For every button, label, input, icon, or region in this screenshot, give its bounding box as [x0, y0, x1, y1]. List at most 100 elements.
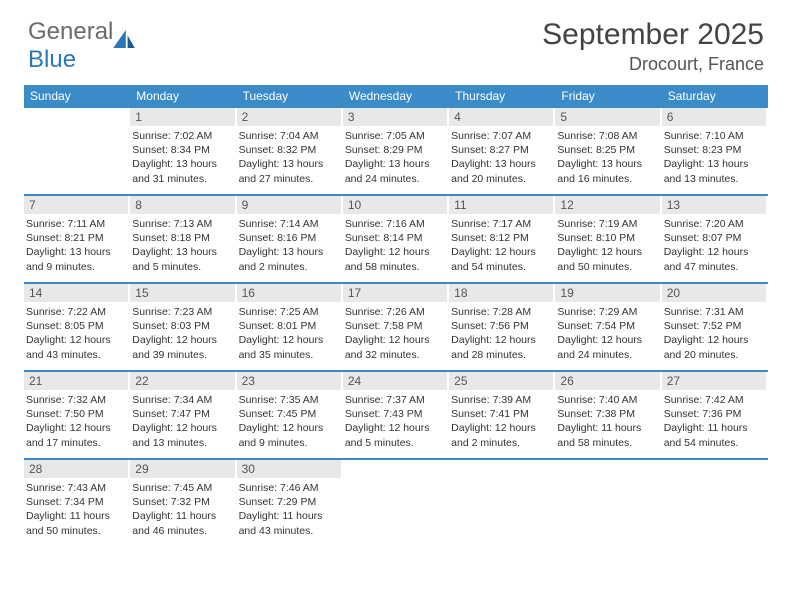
month-title: September 2025: [542, 18, 764, 52]
sunrise-line: Sunrise: 7:35 AM: [239, 393, 341, 407]
daylight-line: Daylight: 12 hours and 39 minutes.: [132, 333, 234, 361]
sunset-line: Sunset: 7:45 PM: [239, 407, 341, 421]
sunset-line: Sunset: 8:01 PM: [239, 319, 341, 333]
daylight-line: Daylight: 11 hours and 54 minutes.: [664, 421, 766, 449]
daylight-line: Daylight: 12 hours and 13 minutes.: [132, 421, 234, 449]
day-info: Sunrise: 7:16 AMSunset: 8:14 PMDaylight:…: [343, 217, 449, 274]
day-info: Sunrise: 7:39 AMSunset: 7:41 PMDaylight:…: [449, 393, 555, 450]
sunset-line: Sunset: 8:29 PM: [345, 143, 447, 157]
day-number: 3: [343, 108, 447, 126]
calendar-cell: 16 Sunrise: 7:25 AMSunset: 8:01 PMDayligh…: [237, 284, 343, 370]
sunset-line: Sunset: 7:29 PM: [239, 495, 341, 509]
sunrise-line: Sunrise: 7:13 AM: [132, 217, 234, 231]
sunrise-line: Sunrise: 7:05 AM: [345, 129, 447, 143]
day-number: 20: [662, 284, 766, 302]
day-info: Sunrise: 7:37 AMSunset: 7:43 PMDaylight:…: [343, 393, 449, 450]
day-number: 7: [24, 196, 128, 214]
calendar-cell: 26Sunrise: 7:40 AMSunset: 7:38 PMDayligh…: [555, 372, 661, 458]
day-info: Sunrise: 7:25 AMSunset: 8:01 PMDaylight:…: [237, 305, 343, 362]
sunset-line: Sunset: 7:52 PM: [664, 319, 766, 333]
day-info: Sunrise: 7:10 AMSunset: 8:23 PMDaylight:…: [662, 129, 768, 186]
page-header: General Blue September 2025 Drocourt, Fr…: [0, 0, 792, 81]
sunset-line: Sunset: 7:56 PM: [451, 319, 553, 333]
calendar-cell: [24, 108, 130, 194]
sunset-line: Sunset: 8:18 PM: [132, 231, 234, 245]
calendar-cell: 7Sunrise: 7:11 AMSunset: 8:21 PMDaylight…: [24, 196, 130, 282]
day-info: Sunrise: 7:42 AMSunset: 7:36 PMDaylight:…: [662, 393, 768, 450]
sunset-line: Sunset: 7:38 PM: [557, 407, 659, 421]
day-number: 27: [662, 372, 766, 390]
calendar-cell: 10Sunrise: 7:16 AMSunset: 8:14 PMDayligh…: [343, 196, 449, 282]
sunrise-line: Sunrise: 7:31 AM: [664, 305, 766, 319]
sunset-line: Sunset: 8:07 PM: [664, 231, 766, 245]
calendar-cell: 11Sunrise: 7:17 AMSunset: 8:12 PMDayligh…: [449, 196, 555, 282]
day-info: Sunrise: 7:26 AMSunset: 7:58 PMDaylight:…: [343, 305, 449, 362]
weeks-container: 1Sunrise: 7:02 AMSunset: 8:34 PMDaylight…: [24, 108, 768, 546]
daylight-line: Daylight: 12 hours and 35 minutes.: [239, 333, 341, 361]
calendar-cell: 6 Sunrise: 7:10 AMSunset: 8:23 PMDaylight…: [662, 108, 768, 194]
sunset-line: Sunset: 8:05 PM: [26, 319, 128, 333]
day-info: Sunrise: 7:23 AMSunset: 8:03 PMDaylight:…: [130, 305, 236, 362]
day-info: Sunrise: 7:28 AMSunset: 7:56 PMDaylight:…: [449, 305, 555, 362]
day-info: Sunrise: 7:20 AMSunset: 8:07 PMDaylight:…: [662, 217, 768, 274]
sunrise-line: Sunrise: 7:37 AM: [345, 393, 447, 407]
sunset-line: Sunset: 8:03 PM: [132, 319, 234, 333]
logo-sail-icon: [113, 30, 135, 48]
daylight-line: Daylight: 12 hours and 9 minutes.: [239, 421, 341, 449]
day-number: 28: [24, 460, 128, 478]
sunrise-line: Sunrise: 7:02 AM: [132, 129, 234, 143]
day-number: 6: [662, 108, 766, 126]
daylight-line: Daylight: 12 hours and 5 minutes.: [345, 421, 447, 449]
daylight-line: Daylight: 13 hours and 2 minutes.: [239, 245, 341, 273]
sunset-line: Sunset: 8:14 PM: [345, 231, 447, 245]
sunset-line: Sunset: 7:43 PM: [345, 407, 447, 421]
sunset-line: Sunset: 8:21 PM: [26, 231, 128, 245]
daylight-line: Daylight: 11 hours and 58 minutes.: [557, 421, 659, 449]
daylight-line: Daylight: 12 hours and 28 minutes.: [451, 333, 553, 361]
title-block: September 2025 Drocourt, France: [542, 18, 764, 75]
calendar-cell: 1Sunrise: 7:02 AMSunset: 8:34 PMDaylight…: [130, 108, 236, 194]
sunrise-line: Sunrise: 7:39 AM: [451, 393, 553, 407]
sunrise-line: Sunrise: 7:43 AM: [26, 481, 128, 495]
day-number: 1: [130, 108, 234, 126]
daylight-line: Daylight: 13 hours and 20 minutes.: [451, 157, 553, 185]
sunset-line: Sunset: 7:58 PM: [345, 319, 447, 333]
day-info: Sunrise: 7:08 AMSunset: 8:25 PMDaylight:…: [555, 129, 661, 186]
sunset-line: Sunset: 8:16 PM: [239, 231, 341, 245]
calendar-cell: 30Sunrise: 7:46 AMSunset: 7:29 PMDayligh…: [237, 460, 343, 546]
sunrise-line: Sunrise: 7:23 AM: [132, 305, 234, 319]
day-info: Sunrise: 7:40 AMSunset: 7:38 PMDaylight:…: [555, 393, 661, 450]
calendar-cell: 8Sunrise: 7:13 AMSunset: 8:18 PMDaylight…: [130, 196, 236, 282]
calendar-cell: [343, 460, 449, 546]
calendar-week: 7Sunrise: 7:11 AMSunset: 8:21 PMDaylight…: [24, 194, 768, 282]
calendar-cell: 23Sunrise: 7:35 AMSunset: 7:45 PMDayligh…: [237, 372, 343, 458]
sunrise-line: Sunrise: 7:22 AM: [26, 305, 128, 319]
day-header: Monday: [130, 85, 236, 108]
day-header: Thursday: [449, 85, 555, 108]
calendar-cell: 20 Sunrise: 7:31 AMSunset: 7:52 PMDayligh…: [662, 284, 768, 370]
calendar-cell: 15 Sunrise: 7:23 AMSunset: 8:03 PMDayligh…: [130, 284, 236, 370]
day-info: Sunrise: 7:31 AMSunset: 7:52 PMDaylight:…: [662, 305, 768, 362]
location-subtitle: Drocourt, France: [542, 54, 764, 75]
day-number: 14: [24, 284, 128, 302]
sunrise-line: Sunrise: 7:46 AM: [239, 481, 341, 495]
day-number: 15: [130, 284, 234, 302]
calendar-cell: [449, 460, 555, 546]
day-number: 2: [237, 108, 341, 126]
daylight-line: Daylight: 13 hours and 31 minutes.: [132, 157, 234, 185]
day-number: 16: [237, 284, 341, 302]
calendar-cell: 25Sunrise: 7:39 AMSunset: 7:41 PMDayligh…: [449, 372, 555, 458]
day-number: 4: [449, 108, 553, 126]
calendar-cell: 3Sunrise: 7:05 AMSunset: 8:29 PMDaylight…: [343, 108, 449, 194]
sunset-line: Sunset: 7:32 PM: [132, 495, 234, 509]
sunrise-line: Sunrise: 7:40 AM: [557, 393, 659, 407]
logo-text-gray: General: [28, 18, 113, 45]
day-header: Wednesday: [343, 85, 449, 108]
calendar-cell: 4Sunrise: 7:07 AMSunset: 8:27 PMDaylight…: [449, 108, 555, 194]
day-info: Sunrise: 7:34 AMSunset: 7:47 PMDaylight:…: [130, 393, 236, 450]
day-info: Sunrise: 7:04 AMSunset: 8:32 PMDaylight:…: [237, 129, 343, 186]
daylight-line: Daylight: 12 hours and 54 minutes.: [451, 245, 553, 273]
day-number: 17: [343, 284, 447, 302]
sunset-line: Sunset: 7:50 PM: [26, 407, 128, 421]
logo: General Blue: [28, 18, 135, 74]
